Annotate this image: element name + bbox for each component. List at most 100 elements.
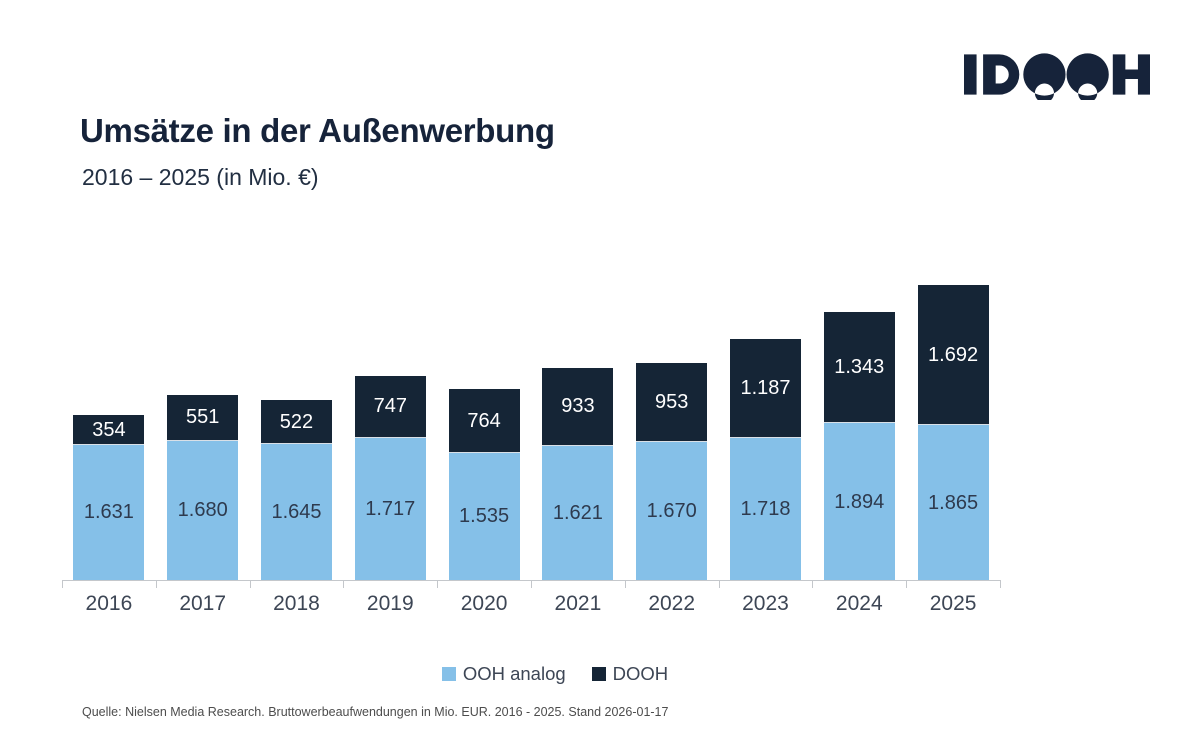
- bar-segment-ooh-analog-2016: 1.631: [73, 444, 145, 580]
- value-label-ooh-analog-2018: 1.645: [271, 500, 322, 523]
- stacked-bar-2018: 522 1.645: [260, 400, 332, 580]
- x-axis-label-2016: 2016: [85, 592, 133, 615]
- value-label-ooh-analog-2019: 1.717: [365, 497, 416, 520]
- x-axis-label-2017: 2017: [179, 592, 227, 615]
- x-axis-tick: [62, 581, 63, 588]
- page-subtitle: 2016 – 2025 (in Mio. €): [82, 164, 319, 190]
- chart-legend: OOH analog DOOH: [0, 663, 1110, 685]
- bar-group-2018: 522 1.645: [250, 0, 344, 580]
- source-note: Quelle: Nielsen Media Research. Bruttowe…: [82, 705, 669, 719]
- stacked-bar-2023: 1.187 1.718: [729, 339, 801, 580]
- legend-swatch-dooh: [591, 667, 606, 681]
- value-label-dooh-2023: 1.187: [740, 376, 791, 399]
- value-label-ooh-analog-2017: 1.680: [177, 499, 228, 522]
- bar-segment-ooh-analog-2021: 1.621: [542, 445, 614, 580]
- x-axis-tick: [249, 581, 251, 588]
- x-axis-label-2018: 2018: [273, 592, 320, 615]
- bar-segment-dooh-2021: 933: [542, 368, 614, 446]
- value-label-ooh-analog-2025: 1.865: [928, 491, 979, 514]
- bar-group-2024: 1.343 1.894: [812, 0, 906, 580]
- x-axis-tick: [531, 581, 532, 588]
- bar-segment-dooh-2025: 1.692: [917, 285, 989, 426]
- value-label-dooh-2025: 1.692: [928, 343, 979, 366]
- x-axis-label-2020: 2020: [460, 592, 508, 615]
- x-axis-label-2019: 2019: [366, 592, 414, 615]
- value-label-dooh-2019: 747: [373, 395, 407, 418]
- logo-letter-d: [983, 54, 1020, 95]
- value-label-dooh-2020: 764: [467, 409, 501, 432]
- x-axis-tick: [906, 581, 908, 588]
- x-axis-tick: [437, 581, 439, 588]
- idooh-logo: [964, 53, 1150, 100]
- value-label-dooh-2016: 354: [92, 418, 126, 441]
- x-axis-tick: [624, 581, 626, 588]
- bar-segment-dooh-2022: 953: [636, 362, 708, 442]
- stacked-bar-2020: 764 1.535: [448, 389, 520, 580]
- stacked-bar-2025: 1.692 1.865: [917, 285, 989, 580]
- x-axis-tick: [718, 581, 720, 588]
- bar-group-2022: 953 1.670: [625, 0, 719, 580]
- value-label-dooh-2024: 1.343: [834, 355, 885, 378]
- legend-label: DOOH: [612, 663, 669, 684]
- logo-letter-o1: [1023, 53, 1066, 100]
- x-axis-line: [62, 580, 1001, 581]
- x-axis-label-2024: 2024: [835, 592, 883, 615]
- x-axis-tick: [812, 581, 814, 588]
- value-label-ooh-analog-2016: 1.631: [83, 501, 134, 524]
- bar-segment-ooh-analog-2025: 1.865: [917, 425, 989, 580]
- bar-group-2019: 747 1.717: [343, 0, 437, 580]
- value-label-ooh-analog-2024: 1.894: [834, 490, 885, 513]
- bar-segment-ooh-analog-2018: 1.645: [260, 443, 332, 580]
- bar-segment-dooh-2018: 522: [260, 400, 332, 444]
- bar-segment-ooh-analog-2022: 1.670: [636, 441, 708, 580]
- x-axis-label-2025: 2025: [929, 592, 977, 615]
- x-axis-tick: [1000, 581, 1001, 588]
- logo-letter-i: [964, 54, 977, 95]
- bar-segment-ooh-analog-2017: 1.680: [167, 440, 239, 580]
- bar-segment-ooh-analog-2023: 1.718: [729, 437, 801, 580]
- logo-letter-o2: [1066, 53, 1109, 100]
- value-label-dooh-2017: 551: [186, 406, 220, 429]
- value-label-dooh-2018: 522: [279, 410, 314, 433]
- logo-letter-h: [1112, 54, 1150, 95]
- bar-group-2017: 551 1.680: [156, 0, 250, 580]
- legend-item-ooh-analog: OOH analog: [441, 663, 566, 685]
- value-label-ooh-analog-2021: 1.621: [552, 501, 603, 524]
- legend-label: OOH analog: [462, 663, 566, 684]
- bar-segment-ooh-analog-2020: 1.535: [448, 452, 520, 580]
- stacked-bar-2016: 354 1.631: [73, 415, 145, 580]
- page-title: Umsätze in der Außenwerbung: [80, 112, 555, 149]
- x-axis-label-2022: 2022: [648, 592, 696, 615]
- bar-group-2020: 764 1.535: [437, 0, 531, 580]
- legend-swatch-ooh-analog: [441, 667, 456, 681]
- bar-group-2023: 1.187 1.718: [719, 0, 813, 580]
- x-axis-tick: [343, 581, 345, 588]
- x-axis-tick: [155, 581, 157, 588]
- stacked-bar-2021: 933 1.621: [542, 368, 614, 580]
- x-axis-label-2021: 2021: [554, 592, 602, 615]
- legend-item-dooh: DOOH: [591, 663, 669, 685]
- bar-group-2021: 933 1.621: [531, 0, 625, 580]
- bar-segment-dooh-2017: 551: [167, 395, 239, 441]
- plot-area: 354 1.631 551 1.680 522 1.645 747 1.717 764 1.535…: [62, 0, 1000, 580]
- value-label-ooh-analog-2022: 1.670: [646, 499, 697, 522]
- bar-segment-dooh-2020: 764: [448, 389, 520, 453]
- bar-segment-dooh-2024: 1.343: [823, 311, 895, 423]
- stacked-bar-2019: 747 1.717: [354, 375, 426, 580]
- bar-segment-dooh-2016: 354: [73, 415, 145, 445]
- value-label-dooh-2021: 933: [561, 395, 595, 418]
- value-label-ooh-analog-2023: 1.718: [740, 497, 791, 520]
- stacked-bar-2017: 551 1.680: [167, 395, 239, 580]
- bar-segment-ooh-analog-2024: 1.894: [823, 423, 895, 580]
- bar-segment-dooh-2019: 747: [354, 375, 426, 438]
- stacked-bar-2022: 953 1.670: [636, 362, 708, 580]
- bar-segment-dooh-2023: 1.187: [729, 339, 801, 438]
- value-label-ooh-analog-2020: 1.535: [459, 505, 510, 528]
- bar-group-2016: 354 1.631: [62, 0, 156, 580]
- stacked-bar-2024: 1.343 1.894: [823, 311, 895, 580]
- x-axis-label-2023: 2023: [742, 592, 789, 615]
- value-label-dooh-2022: 953: [655, 390, 689, 413]
- bar-segment-ooh-analog-2019: 1.717: [354, 437, 426, 580]
- bar-group-2025: 1.692 1.865: [906, 0, 1000, 580]
